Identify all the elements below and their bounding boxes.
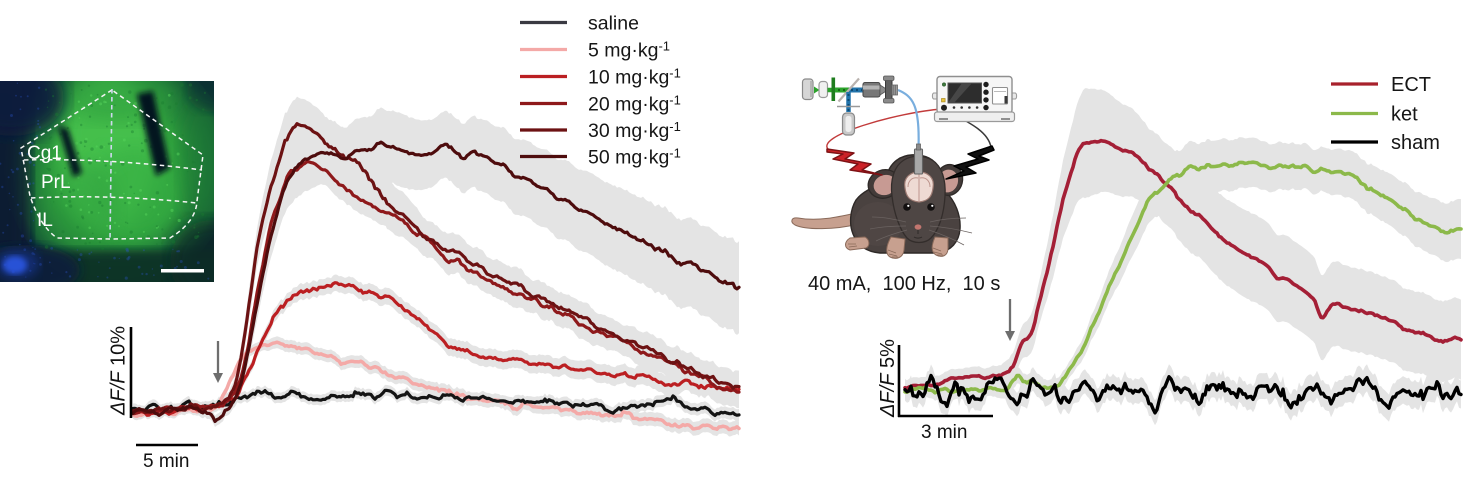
svg-text:5 min: 5 min [143, 451, 189, 472]
svg-text:IL: IL [37, 210, 53, 231]
svg-text:PrL: PrL [41, 172, 71, 193]
svg-text:40 mA, 100 Hz, 10 s: 40 mA, 100 Hz, 10 s [808, 273, 1000, 295]
svg-text:5 mg·kg-1: 5 mg·kg-1 [588, 38, 670, 61]
svg-text:Cg1: Cg1 [27, 143, 62, 164]
svg-text:ECT: ECT [1391, 74, 1431, 96]
svg-text:ΔF/F 5%: ΔF/F 5% [877, 339, 899, 418]
svg-text:20 mg·kg-1: 20 mg·kg-1 [588, 92, 681, 115]
svg-text:10 mg·kg-1: 10 mg·kg-1 [588, 65, 681, 88]
svg-text:ΔF/F 10%: ΔF/F 10% [108, 326, 130, 416]
svg-text:50 mg·kg-1: 50 mg·kg-1 [588, 145, 681, 168]
svg-text:sham: sham [1391, 132, 1440, 154]
svg-text:3 min: 3 min [921, 422, 967, 443]
svg-text:saline: saline [588, 12, 639, 34]
svg-text:ket: ket [1391, 103, 1418, 125]
svg-text:30 mg·kg-1: 30 mg·kg-1 [588, 119, 681, 142]
